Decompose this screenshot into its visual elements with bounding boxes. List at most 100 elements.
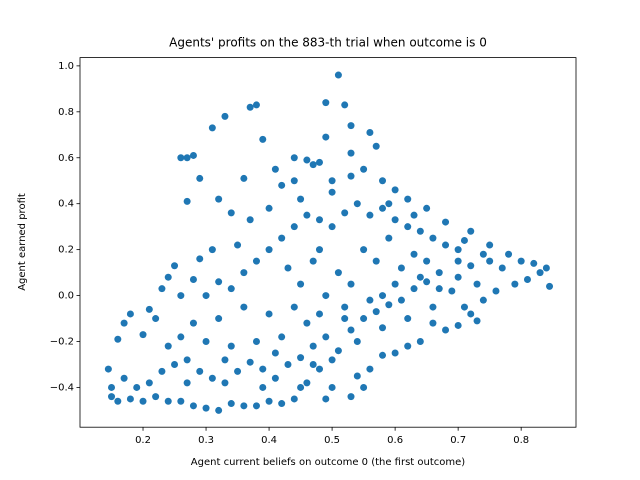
point (423, 257, 431, 265)
point (328, 356, 336, 364)
point (397, 296, 405, 304)
point (315, 365, 323, 373)
point (189, 319, 197, 327)
point (246, 103, 254, 111)
point (139, 397, 147, 405)
point (454, 321, 462, 329)
x-tick-label: 0.8 (513, 435, 529, 446)
point (208, 246, 216, 254)
x-tick-label: 0.3 (198, 435, 214, 446)
point (265, 204, 273, 212)
point (234, 367, 242, 375)
point (322, 99, 330, 107)
point (145, 379, 153, 387)
point (435, 285, 443, 293)
point (202, 404, 210, 412)
y-tick-label: 1.0 (58, 61, 74, 72)
point (479, 250, 487, 258)
point (467, 227, 475, 235)
point (177, 397, 185, 405)
point (322, 292, 330, 300)
point (366, 128, 374, 136)
point (309, 161, 317, 169)
point (265, 397, 273, 405)
point (221, 356, 229, 364)
point (360, 246, 368, 254)
point (372, 257, 380, 265)
point (297, 195, 305, 203)
point (372, 308, 380, 316)
point (297, 383, 305, 391)
point (158, 367, 166, 375)
y-tick-label: 0.2 (58, 245, 74, 256)
point (126, 310, 134, 318)
point (183, 356, 191, 364)
point (448, 287, 456, 295)
y-tick-label: 0.0 (58, 291, 74, 302)
point (353, 200, 361, 208)
point (347, 122, 355, 130)
point (315, 216, 323, 224)
point (542, 264, 550, 272)
point (341, 101, 349, 109)
point (259, 365, 267, 373)
point (353, 338, 361, 346)
point (290, 154, 298, 162)
point (410, 250, 418, 258)
y-tick-label: −0.2 (50, 337, 74, 348)
point (252, 101, 260, 109)
point (196, 367, 204, 375)
point (492, 287, 500, 295)
point (126, 395, 134, 403)
y-axis-label: Agent earned profit (17, 193, 28, 291)
point (196, 174, 204, 182)
point (189, 275, 197, 283)
point (442, 241, 450, 249)
point (171, 262, 179, 270)
point (290, 395, 298, 403)
point (372, 142, 380, 150)
point (120, 319, 128, 327)
point (278, 181, 286, 189)
point (479, 296, 487, 304)
point (517, 257, 525, 265)
point (183, 379, 191, 387)
point (391, 186, 399, 194)
point (486, 257, 494, 265)
point (164, 342, 172, 350)
point (385, 234, 393, 242)
point (454, 257, 462, 265)
point (215, 195, 223, 203)
point (328, 177, 336, 185)
point (208, 374, 216, 382)
point (523, 275, 531, 283)
point (379, 351, 387, 359)
point (271, 349, 279, 357)
point (366, 296, 374, 304)
point (473, 317, 481, 325)
point (366, 211, 374, 219)
point (341, 315, 349, 323)
point (423, 278, 431, 286)
point (177, 154, 185, 162)
point (467, 310, 475, 318)
point (486, 241, 494, 249)
point (278, 333, 286, 341)
point (360, 383, 368, 391)
point (423, 204, 431, 212)
point (189, 151, 197, 159)
point (202, 292, 210, 300)
x-axis-label: Agent current beliefs on outcome 0 (the … (191, 457, 465, 468)
point (347, 149, 355, 157)
y-tick-label: 0.4 (58, 199, 74, 210)
point (196, 255, 204, 263)
point (271, 165, 279, 173)
point (284, 360, 292, 368)
point (183, 197, 191, 205)
point (429, 234, 437, 242)
point (404, 195, 412, 203)
point (271, 374, 279, 382)
point (366, 365, 374, 373)
point (240, 402, 248, 410)
